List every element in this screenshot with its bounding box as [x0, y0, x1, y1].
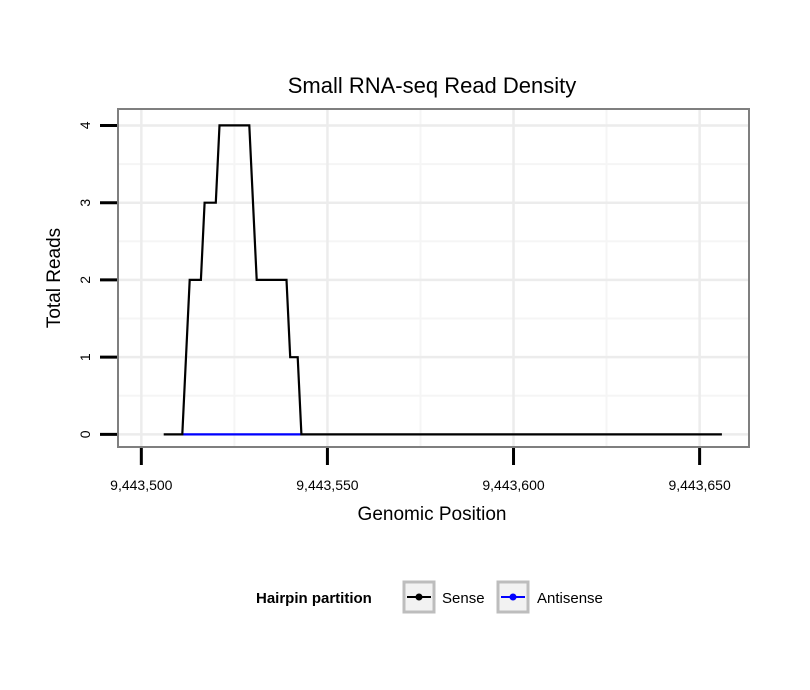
grid-lines: [119, 110, 748, 446]
legend: Hairpin partition Sense Antisense: [256, 580, 603, 614]
x-axis-title: Genomic Position: [358, 504, 507, 525]
legend-item-antisense: Antisense: [496, 580, 603, 614]
y-axis-title: Total Reads: [44, 228, 65, 328]
series-layer: [163, 124, 722, 436]
x-axis: 9,443,500 9,443,550 9,443,600 9,443,650: [110, 448, 731, 493]
legend-point-antisense: [509, 593, 517, 601]
plot-panel-border: [117, 108, 750, 448]
y-tick-label-2: 2: [77, 276, 93, 284]
chart-title: Small RNA-seq Read Density: [288, 73, 577, 98]
legend-item-sense: Sense: [402, 580, 485, 614]
x-tick-label-2: 9,443,600: [482, 477, 544, 493]
legend-label-antisense: Antisense: [537, 590, 603, 607]
legend-point-sense: [415, 593, 423, 601]
y-axis: 0 1 2 3 4: [77, 121, 117, 438]
legend-title: Hairpin partition: [256, 590, 372, 607]
y-tick-label-3: 3: [77, 199, 93, 207]
y-tick-label-0: 0: [77, 430, 93, 438]
y-tick-label-1: 1: [77, 353, 93, 361]
legend-label-sense: Sense: [442, 590, 485, 607]
x-tick-label-0: 9,443,500: [110, 477, 172, 493]
legend-key-antisense: [496, 580, 530, 614]
x-tick-label-3: 9,443,650: [668, 477, 730, 493]
y-tick-label-4: 4: [77, 121, 93, 129]
series-line-sense: [163, 124, 722, 436]
x-tick-label-1: 9,443,550: [296, 477, 358, 493]
